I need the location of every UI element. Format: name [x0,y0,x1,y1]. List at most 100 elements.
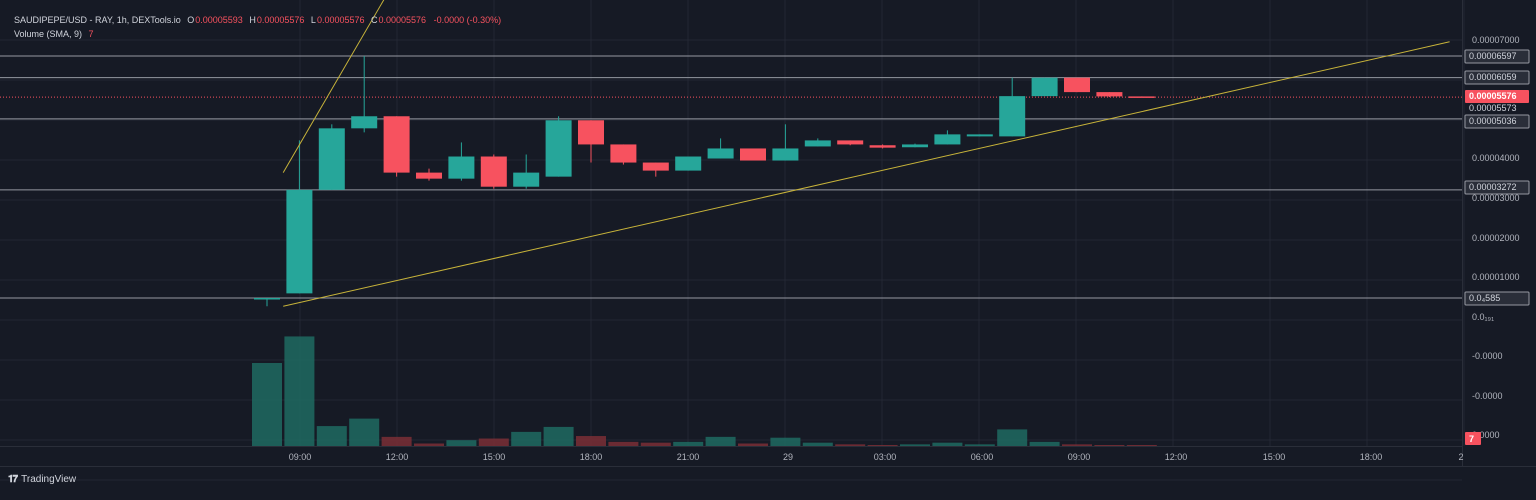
legend-volume-row: Volume (SMA, 9) 7 [14,27,501,41]
volume-bar [414,443,444,446]
price-label: 0.00003272 [1469,182,1517,192]
candle-body [513,172,540,187]
volume-bar [770,437,801,446]
volume-bar [284,336,315,446]
price-label: 0.00006059 [1469,72,1517,82]
candle-body [804,140,831,147]
volume-bar [900,444,930,446]
open-label: O [187,15,195,25]
price-label: 0.00005573 [1469,103,1517,113]
time-axis-tick-label: 15:00 [1263,452,1286,462]
price-axis-tick-label: -0.0000 [1472,391,1503,401]
volume-bar [349,418,380,446]
volume-bar [705,436,736,446]
volume-indicator-value: 7 [88,29,94,39]
legend-ohlc-row: SAUDIPEPE/USD - RAY, 1h, DEXTools.io O 0.… [14,13,501,27]
candle-body [902,144,928,148]
high-label: H [249,15,256,25]
time-axis-tick-label: 18:00 [580,452,603,462]
price-axis-tick-label: 0.00001000 [1472,272,1520,282]
candle-body [286,189,313,294]
volume-bar [802,442,833,446]
close-value: 0.00005576 [378,15,427,25]
price-label-bg [1464,70,1530,85]
price-label-bg [1464,180,1530,195]
volume-bar [446,440,477,446]
tradingview-footer[interactable]: 𝟏𝟕 TradingView [8,474,76,485]
candle-body [772,148,799,161]
volume-bar [1062,444,1092,446]
volume-bar [997,429,1028,446]
time-axis-tick-label: 21:00 [677,452,700,462]
volume-bar [252,363,282,446]
price-label: 0.00005576 [1469,91,1517,101]
price-label: 0.00005036 [1469,116,1517,126]
volume-bar [576,436,606,446]
time-axis-tick-label: 09:00 [289,452,312,462]
candle-body [318,128,345,190]
candle-body [480,156,507,187]
volume-bar [1094,445,1125,446]
volume-axis-label: 7 [1469,434,1474,444]
volume-bar [867,445,898,446]
candle-body [383,116,410,173]
price-axis-tick-label: 0.0000 [1472,430,1500,440]
candle-body [740,148,766,161]
volume-bar [478,438,509,446]
price-axis-tick-label: 0.00003000 [1472,193,1520,203]
candle-body [1064,77,1090,93]
volume-bar [964,444,995,446]
volume-bar [640,442,671,446]
price-axis-tick-label: 0.0₁₉₁ [1472,312,1494,322]
current-price-label-bg [1465,90,1529,103]
price-label: 0.0₄585 [1469,293,1500,303]
price-label-bg [1464,114,1530,129]
time-axis-tick-label: 15:00 [483,452,506,462]
volume-bar [511,431,542,446]
price-label-bg [1464,49,1530,64]
volume-bar [1029,441,1060,446]
volume-bar [608,441,639,446]
candle-body [1096,92,1123,97]
time-axis-tick-label: 03:00 [874,452,897,462]
volume-bar [932,442,963,446]
candle-body [448,156,475,179]
candle-body [351,116,378,129]
change-value: -0.0000 (-0.30%) [433,15,502,25]
candle-body [837,140,864,145]
candle-body [934,134,961,145]
time-axis-tick-label: 29 [783,452,793,462]
high-value: 0.00005576 [256,15,305,25]
time-axis-tick-label: 12:00 [1165,452,1188,462]
candle-body [642,162,669,171]
tradingview-brand: TradingView [21,474,77,485]
price-label-bg [1464,291,1530,306]
trendline [282,0,385,173]
time-axis-tick-label: 18:00 [1360,452,1383,462]
time-axis-tick-label: 12:00 [386,452,409,462]
price-axis-tick-label: 0.00002000 [1472,233,1520,243]
candle-body [416,172,442,179]
price-axis-tick-label: 0.00004000 [1472,153,1520,163]
volume-indicator-label[interactable]: Volume (SMA, 9) [14,29,83,39]
volume-bar [673,441,704,446]
volume-bar [543,426,574,446]
candle-body [966,134,993,137]
volume-bar [1126,445,1157,446]
candle-body [675,156,702,171]
close-label: C [371,15,378,25]
trendline [283,41,1450,307]
symbol-label[interactable]: SAUDIPEPE/USD - RAY, 1h, DEXTools.io [14,15,181,25]
time-axis-tick-label: 2 [1458,452,1463,462]
volume-bar [381,436,412,446]
candle-body [610,144,637,163]
tradingview-logo-icon: 𝟏𝟕 [8,474,18,485]
candle-body [545,120,572,177]
time-axis-tick-label: 09:00 [1068,452,1091,462]
low-value: 0.00005576 [316,15,365,25]
candle-body [869,145,896,148]
chart-legend: SAUDIPEPE/USD - RAY, 1h, DEXTools.io O 0.… [14,13,501,41]
candle-body [1128,96,1155,98]
